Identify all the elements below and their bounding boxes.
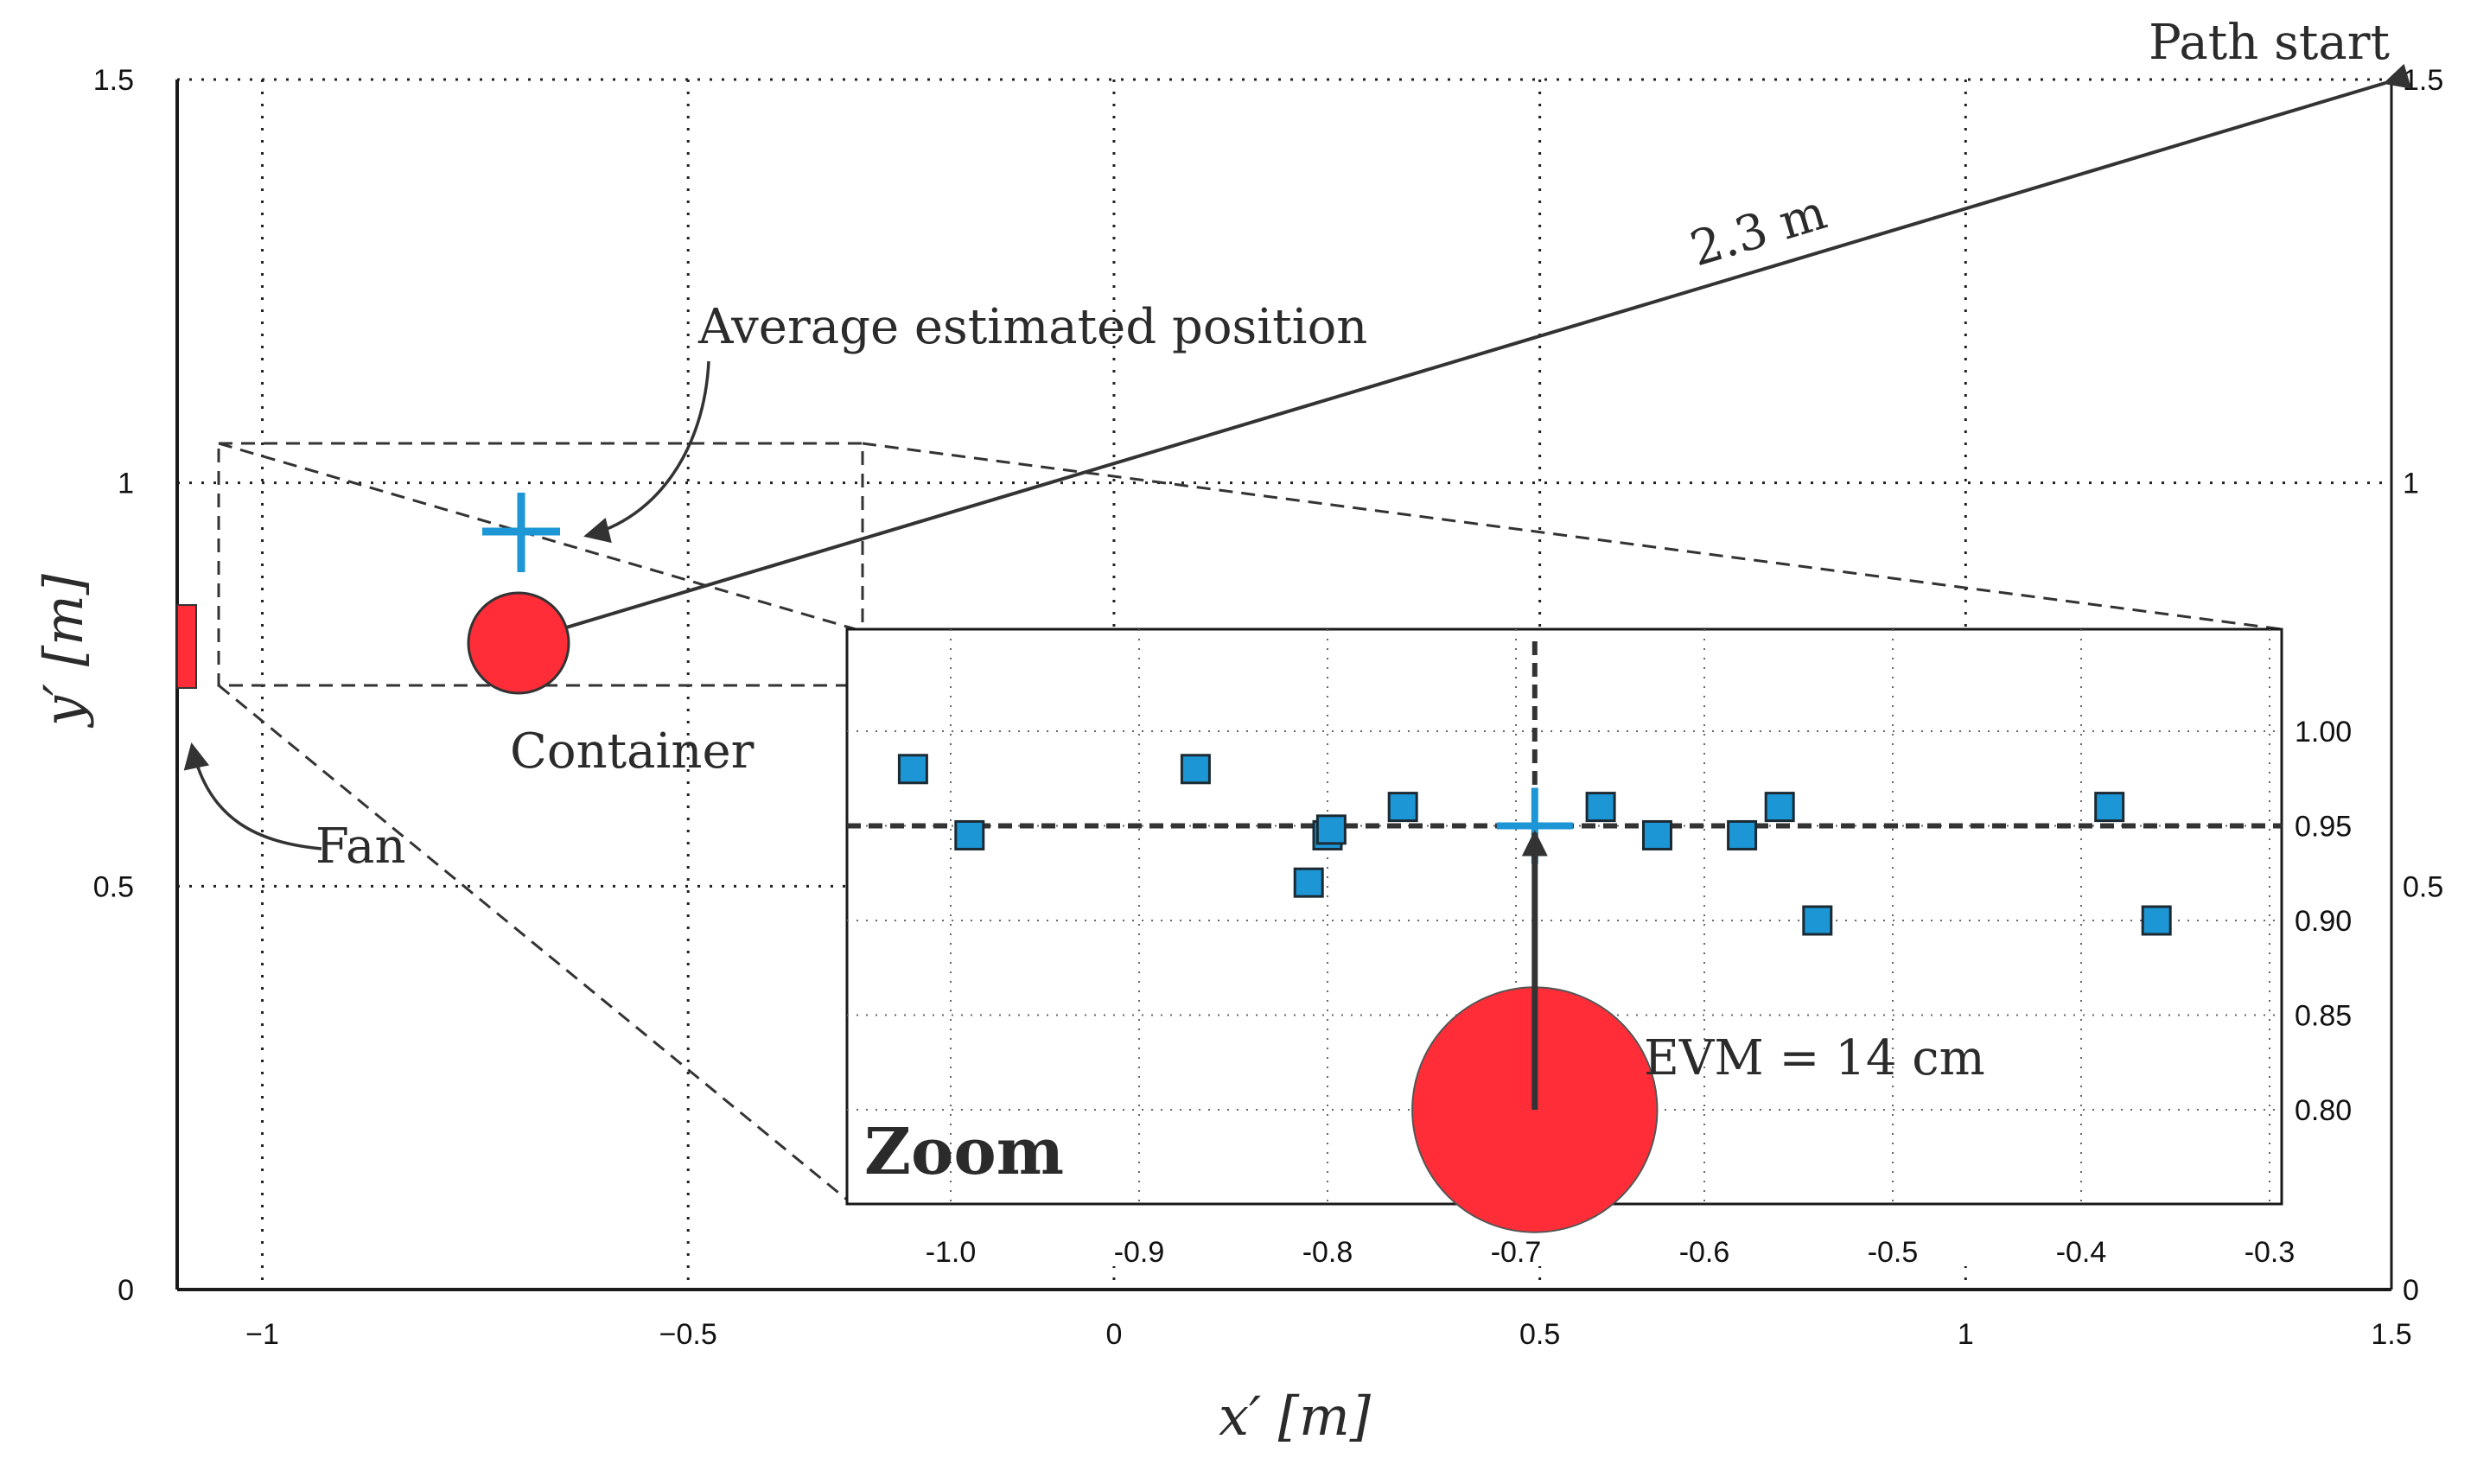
- zoom-data-point: [1764, 792, 1795, 823]
- zoom-data-point: [1315, 814, 1347, 845]
- zoom-data-point: [897, 754, 928, 785]
- main-right-tick-labels: 0 0.5 1 1.5: [2403, 64, 2443, 1307]
- x-axis-label: x′ [m]: [1219, 1385, 1372, 1448]
- main-x-tick-labels: −1 −0.5 0 0.5 1 1.5: [245, 1318, 2411, 1351]
- zoom-data-point: [2094, 792, 2125, 823]
- main-y-tick-label: 1: [118, 468, 134, 500]
- average-position-marker: [482, 493, 560, 572]
- path-start-label: Path start: [2149, 15, 2390, 71]
- zoom-y-tick-label: 1.00: [2295, 716, 2352, 748]
- zoom-inset: EVM = 14 cm Zoom -1.0 -0.9 -0.8 -0.7 -0.6 -0.…: [845, 627, 2383, 1269]
- path-line: [512, 63, 2412, 649]
- zoom-y-tick-labels: 0.80 0.85 0.90 0.95 1.00: [2295, 716, 2352, 1127]
- path-length-label: 2.3 m: [1684, 184, 1833, 277]
- zoom-x-tick-label: -0.5: [1868, 1236, 1919, 1269]
- fan-label-arrow: [183, 742, 322, 850]
- container-label: Container: [510, 723, 755, 780]
- zoom-x-tick-label: -0.7: [1491, 1236, 1542, 1269]
- zoom-y-tick-label: 0.90: [2295, 905, 2352, 938]
- main-y-tick-label: 0.5: [93, 870, 134, 903]
- zoom-y-tick-label: 0.80: [2295, 1094, 2352, 1127]
- zoom-data-point: [1585, 792, 1616, 823]
- zoom-data-point: [1293, 867, 1324, 898]
- main-x-tick-label: 0.5: [1519, 1318, 1560, 1351]
- main-right-tick-label: 1.5: [2403, 64, 2443, 97]
- zoom-x-tick-label: -0.6: [1679, 1236, 1730, 1269]
- zoom-x-tick-label: -1.0: [926, 1236, 977, 1269]
- zoom-data-point: [1642, 819, 1672, 850]
- main-y-tick-label: 1.5: [93, 64, 134, 97]
- zoom-data-point: [954, 819, 985, 850]
- main-x-tick-label: 0: [1105, 1318, 1122, 1351]
- main-x-tick-label: 1: [1958, 1318, 1974, 1351]
- average-position-label: Average estimated position: [697, 299, 1367, 355]
- main-x-tick-label: −0.5: [659, 1318, 717, 1351]
- main-right-tick-label: 1: [2403, 468, 2419, 500]
- main-right-tick-label: 0.5: [2403, 870, 2443, 903]
- zoom-y-tick-label: 0.85: [2295, 1000, 2352, 1033]
- zoom-title: Zoom: [864, 1115, 1064, 1189]
- zoom-x-tick-label: -0.4: [2056, 1236, 2107, 1269]
- main-x-tick-label: 1.5: [2371, 1318, 2411, 1351]
- evm-label: EVM = 14 cm: [1644, 1030, 1985, 1086]
- main-x-tick-label: −1: [245, 1318, 279, 1351]
- zoom-data-point: [1387, 792, 1418, 823]
- zoom-data-point: [1180, 754, 1211, 785]
- zoom-y-tick-label: 0.95: [2295, 811, 2352, 844]
- main-right-tick-label: 0: [2403, 1274, 2419, 1307]
- fan-label: Fan: [315, 818, 406, 875]
- zoom-x-tick-label: -0.9: [1114, 1236, 1165, 1269]
- zoom-data-point: [1727, 819, 1758, 850]
- zoom-data-point: [1802, 905, 1833, 936]
- container-marker: [467, 591, 570, 695]
- zoom-points: [897, 754, 2172, 936]
- main-y-tick-labels: 0 0.5 1 1.5: [93, 64, 134, 1307]
- average-label-arrow: [583, 360, 710, 544]
- zoom-x-tick-label: -0.3: [2245, 1236, 2296, 1269]
- zoom-x-tick-labels: -1.0 -0.9 -0.8 -0.7 -0.6 -0.5 -0.4 -0.3: [926, 1236, 2296, 1269]
- zoom-x-tick-label: -0.8: [1302, 1236, 1353, 1269]
- y-axis-label: y′ [m]: [32, 573, 95, 729]
- zoom-data-point: [2141, 905, 2172, 936]
- main-y-tick-label: 0: [118, 1274, 134, 1307]
- fan-marker: [176, 604, 197, 689]
